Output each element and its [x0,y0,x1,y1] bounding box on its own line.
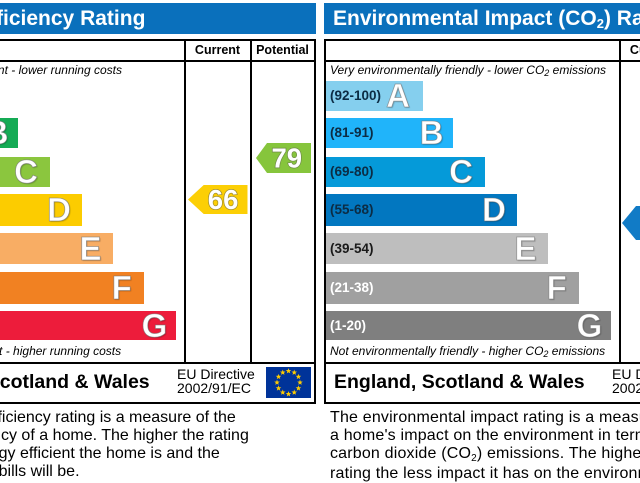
svg-text:79: 79 [271,143,302,173]
svg-text:66: 66 [208,185,239,214]
